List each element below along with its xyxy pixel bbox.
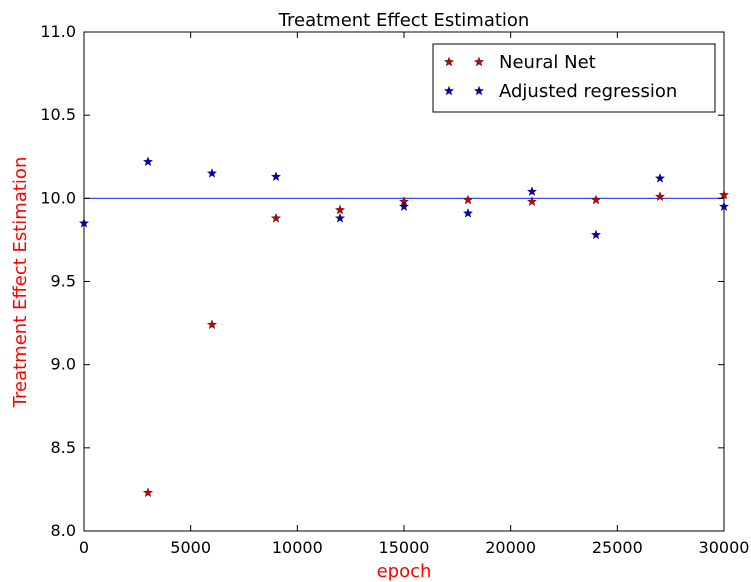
legend-marker-2-a [443,85,455,96]
series-2-point-2 [142,156,154,167]
y-tick-label-1: 8.0 [51,521,76,540]
x-tick-label-5: 20000 [485,538,536,557]
y-tick-label-5: 10.0 [40,188,76,207]
series-2-point-11 [718,201,730,211]
series-2-point-1 [78,217,90,228]
legend-label-2: Adjusted regression [499,81,677,102]
x-tick-label-2: 5000 [170,538,211,557]
series-2-point-4 [270,171,282,182]
series-1-point-6 [462,194,474,205]
plot-area [83,31,725,532]
series-2-point-7 [462,207,474,218]
series-1-point-10 [718,189,730,200]
legend-marker-1-a [443,56,455,67]
legend-marker-1-b [473,56,485,67]
ticks-group: 0 5000 10000 15000 20000 25000 30000 8.0 8.5 9.0 9… [40,22,749,557]
series-2-point-5 [334,212,346,223]
series-2-point-10 [654,172,666,183]
y-tick-label-2: 8.5 [51,438,76,457]
y-tick-label-6: 10.5 [40,105,76,124]
chart-title: Treatment Effect Estimation [278,10,530,31]
x-tick-label-7: 30000 [699,538,750,557]
series-1-point-4 [334,204,346,215]
legend-group: Neural Net Adjusted regression [432,43,716,113]
series-1-point-7 [526,196,538,207]
series-1-point-1 [142,487,154,498]
series-1-point-2 [206,319,218,330]
x-tick-label-4: 15000 [379,538,430,557]
x-axis-label: epoch [377,561,432,582]
x-tick-label-6: 25000 [592,538,643,557]
y-tick-label-3: 9.0 [51,355,76,374]
series-1-point-9 [654,191,666,202]
y-axis-label: Treatment Effect Estimation [10,157,31,409]
series-2-point-6 [398,201,410,211]
y-tick-label-4: 9.5 [51,272,76,291]
legend-label-1: Neural Net [499,52,596,73]
x-tick-label-1: 0 [79,538,89,557]
series-1-point-3 [270,212,282,223]
points-group [78,156,730,498]
legend-marker-2-b [473,85,485,96]
series-2-point-8 [526,186,538,197]
series-2-point-9 [590,229,602,240]
x-tick-label-3: 10000 [272,538,323,557]
series-2-point-3 [206,168,218,178]
plot-frame-group [83,31,725,532]
legend-box [432,43,716,113]
y-tick-label-7: 11.0 [40,22,76,41]
series-1-point-8 [590,194,602,205]
